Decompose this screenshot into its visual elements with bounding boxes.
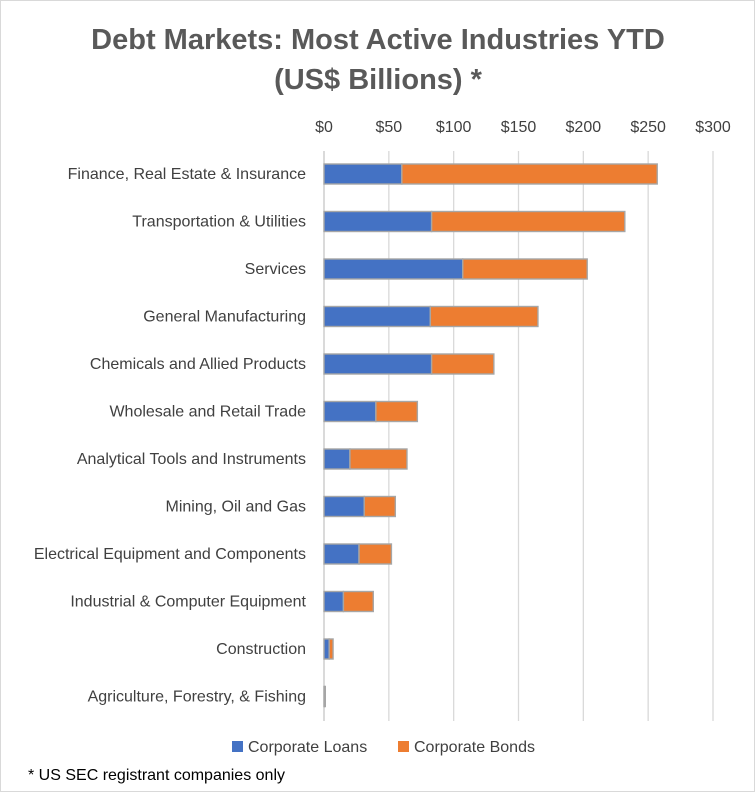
x-tick-label: $300 <box>695 119 731 136</box>
legend-label-corporate-loans: Corporate Loans <box>248 739 367 756</box>
category-label: Chemicals and Allied Products <box>90 356 306 373</box>
legend-label-corporate-bonds: Corporate Bonds <box>414 739 535 756</box>
bar-corporate-bonds <box>401 163 658 185</box>
category-label: Agriculture, Forestry, & Fishing <box>88 689 306 706</box>
x-tick-label: $200 <box>566 119 602 136</box>
x-tick-label: $0 <box>315 119 333 136</box>
bar-corporate-bonds <box>328 638 334 660</box>
bar-corporate-loans <box>323 353 433 375</box>
bar-corporate-loans <box>323 210 433 233</box>
category-label: Mining, Oil and Gas <box>165 499 306 516</box>
category-label: Analytical Tools and Instruments <box>77 451 306 468</box>
category-label: Transportation & Utilities <box>132 214 306 231</box>
category-label: Finance, Real Estate & Insurance <box>68 166 306 183</box>
legend-swatch-corporate-bonds <box>398 741 409 752</box>
category-label: Electrical Equipment and Components <box>34 546 306 563</box>
bar-corporate-loans <box>323 638 330 660</box>
bar-corporate-bonds <box>323 685 326 708</box>
bar-corporate-loans <box>323 305 432 328</box>
bar-corporate-bonds <box>358 543 393 565</box>
x-tick-label: $50 <box>375 119 402 136</box>
x-tick-label: $100 <box>436 119 472 136</box>
bar-corporate-bonds <box>429 305 539 328</box>
category-label: Industrial & Computer Equipment <box>70 594 306 611</box>
x-tick-label: $150 <box>501 119 537 136</box>
bar-corporate-loans <box>323 258 464 280</box>
category-label: Services <box>245 261 306 278</box>
x-tick-label: $250 <box>630 119 666 136</box>
bar-corporate-bonds <box>349 448 408 470</box>
chart-title-line-1: Debt Markets: Most Active Industries YTD <box>91 24 665 56</box>
bar-corporate-bonds <box>462 258 588 280</box>
category-label: Construction <box>216 641 306 658</box>
bar-corporate-loans <box>323 163 403 185</box>
footnote: * US SEC registrant companies only <box>28 767 285 784</box>
bar-corporate-loans <box>323 400 377 423</box>
chart-title-line-2: (US$ Billions) * <box>274 64 483 96</box>
bar-corporate-loans <box>323 543 360 565</box>
bar-corporate-loans <box>323 495 365 518</box>
bar-corporate-loans <box>323 590 345 613</box>
bar-corporate-bonds <box>430 210 626 233</box>
bar-corporate-bonds <box>363 495 397 518</box>
bar-corporate-loans <box>323 448 351 470</box>
bar-corporate-bonds <box>342 590 374 613</box>
category-label: Wholesale and Retail Trade <box>109 404 306 421</box>
legend-swatch-corporate-loans <box>232 741 243 752</box>
bar-corporate-bonds <box>375 400 419 423</box>
category-label: General Manufacturing <box>143 309 306 326</box>
bar-corporate-bonds <box>430 353 495 375</box>
